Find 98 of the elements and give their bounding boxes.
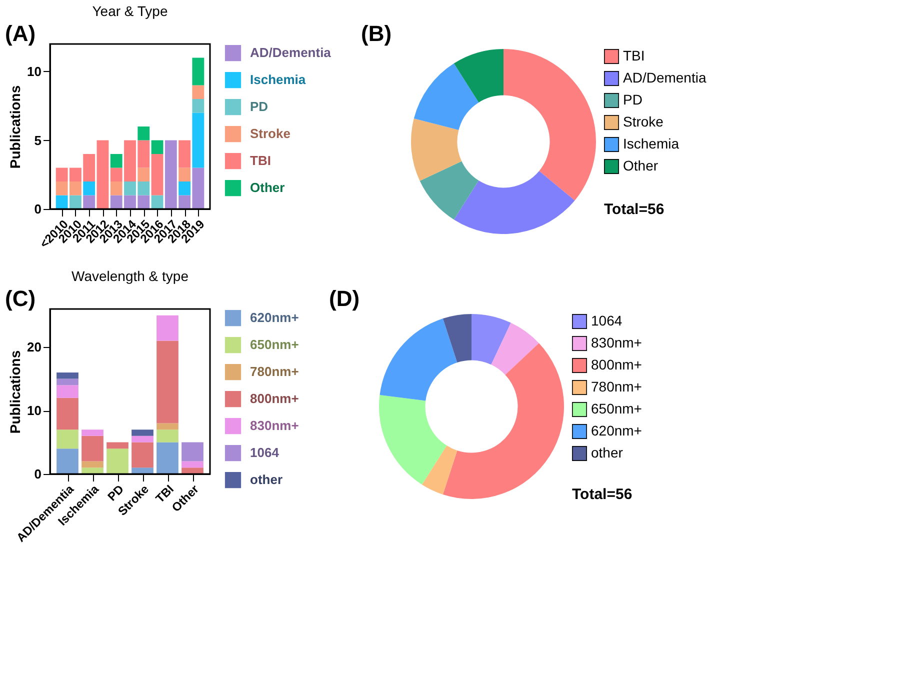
y-tick-label: 0 bbox=[34, 202, 42, 216]
legend-label: 780nm+ bbox=[250, 364, 300, 379]
legend-label: 800nm+ bbox=[250, 391, 300, 406]
legend-label: 650nm+ bbox=[591, 400, 642, 416]
legend-label: 830nm+ bbox=[250, 418, 300, 433]
bar bbox=[192, 112, 204, 168]
donut-slice bbox=[414, 63, 479, 130]
legend-label: PD bbox=[250, 99, 268, 114]
bar bbox=[156, 430, 178, 442]
bar bbox=[56, 195, 68, 209]
bar bbox=[156, 423, 178, 430]
bar bbox=[192, 99, 204, 113]
legend-label: 1064 bbox=[250, 445, 280, 460]
legend-label: 620nm+ bbox=[591, 422, 642, 438]
bar bbox=[151, 140, 164, 154]
legend-label: Stroke bbox=[623, 114, 664, 130]
legend-label: 620nm+ bbox=[250, 310, 300, 325]
bar bbox=[82, 436, 104, 462]
y-tick-label: 20 bbox=[27, 340, 42, 355]
bar bbox=[132, 442, 154, 468]
bar bbox=[56, 398, 78, 430]
text: (D) bbox=[329, 286, 360, 311]
legend-label: Ischemia bbox=[250, 72, 306, 87]
bar bbox=[178, 182, 191, 196]
y-tick-label: 0 bbox=[34, 466, 42, 482]
bar bbox=[132, 468, 154, 474]
legend-label: PD bbox=[623, 92, 642, 108]
bar bbox=[82, 430, 104, 436]
bar bbox=[151, 154, 164, 196]
bar bbox=[156, 442, 178, 474]
legend-label: TBI bbox=[623, 48, 645, 64]
legend-label: Stroke bbox=[250, 126, 290, 141]
y-axis-title: Publications bbox=[7, 350, 24, 434]
donut-slice bbox=[454, 170, 575, 234]
donut-slice bbox=[380, 318, 458, 401]
legend-label: other bbox=[591, 444, 624, 460]
text: Total=56 bbox=[572, 486, 632, 503]
bar bbox=[192, 85, 204, 99]
donut-slice bbox=[420, 161, 479, 220]
bar bbox=[156, 340, 178, 424]
bar bbox=[56, 430, 78, 449]
bar bbox=[83, 182, 96, 196]
legend-label: 1064 bbox=[591, 312, 622, 328]
bar bbox=[132, 436, 154, 442]
text: (A) bbox=[5, 21, 36, 46]
bar bbox=[178, 140, 191, 168]
bar bbox=[96, 140, 109, 209]
bar bbox=[182, 468, 204, 474]
bar bbox=[106, 448, 128, 474]
bar bbox=[182, 461, 204, 468]
legend-label: Ischemia bbox=[623, 136, 680, 152]
legend-label: 780nm+ bbox=[591, 378, 642, 394]
bar bbox=[106, 442, 128, 449]
legend-label: 800nm+ bbox=[591, 356, 642, 372]
chart-title: Year & Type bbox=[92, 3, 168, 19]
bar bbox=[56, 378, 78, 386]
legend-label: TBI bbox=[250, 153, 271, 168]
bar bbox=[83, 195, 96, 209]
legend-label: 650nm+ bbox=[250, 337, 300, 352]
bar bbox=[182, 442, 204, 462]
bar bbox=[110, 154, 122, 168]
legend-label: other bbox=[250, 472, 282, 487]
y-tick-label: 10 bbox=[27, 403, 42, 418]
bar bbox=[110, 182, 122, 196]
bar bbox=[82, 468, 104, 474]
y-axis-title: Publications bbox=[7, 85, 24, 169]
bar bbox=[56, 372, 78, 379]
donut-slice bbox=[442, 343, 564, 499]
legend-label: Other bbox=[250, 180, 285, 195]
legend-label: Other bbox=[623, 158, 658, 174]
donut-slice bbox=[422, 446, 458, 494]
donut-slice bbox=[454, 49, 504, 102]
bar bbox=[178, 168, 191, 182]
bar bbox=[132, 430, 154, 436]
text: (C) bbox=[5, 286, 36, 311]
bar bbox=[138, 126, 150, 140]
legend-label: AD/Dementia bbox=[623, 70, 706, 86]
y-tick-label: 10 bbox=[27, 64, 42, 79]
chart-title: Wavelength & type bbox=[72, 268, 189, 284]
bar bbox=[192, 58, 204, 86]
text: (B) bbox=[361, 21, 392, 46]
y-tick-label: 5 bbox=[34, 132, 42, 148]
bar bbox=[138, 168, 150, 182]
bar bbox=[56, 385, 78, 398]
donut-slice bbox=[379, 394, 447, 485]
bar bbox=[82, 461, 104, 468]
donut-slice bbox=[411, 118, 462, 181]
bar bbox=[56, 448, 78, 474]
donut-slice bbox=[472, 314, 511, 365]
legend-label: 830nm+ bbox=[591, 334, 642, 350]
text: Total=56 bbox=[604, 201, 664, 218]
donut-slice bbox=[442, 314, 472, 363]
donut-slice bbox=[504, 49, 596, 200]
donut-slice bbox=[491, 322, 539, 375]
bar bbox=[156, 315, 178, 341]
legend-label: AD/Dementia bbox=[250, 45, 332, 60]
bar bbox=[151, 195, 164, 209]
bar bbox=[69, 195, 82, 209]
